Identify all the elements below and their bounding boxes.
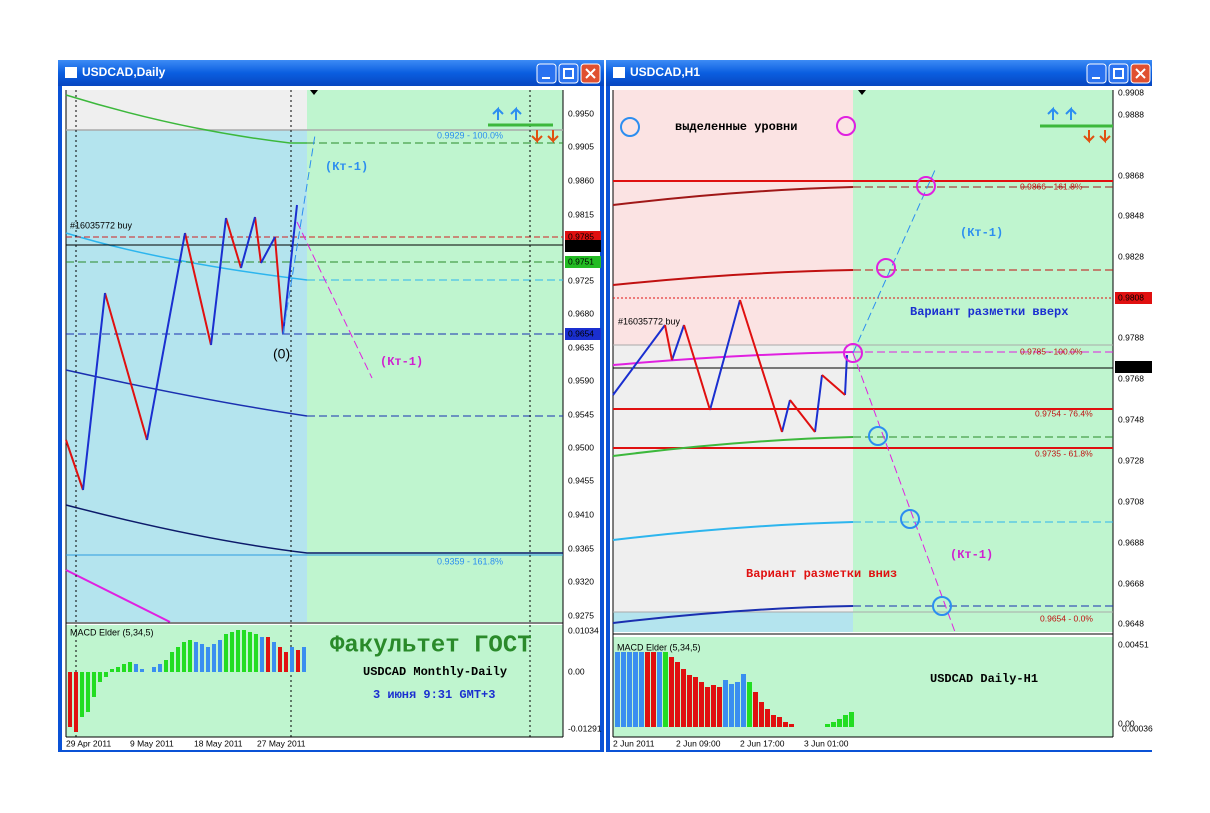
price-axis-label: 0.9888 xyxy=(1118,109,1144,119)
price-axis-label: 0.9410 xyxy=(568,509,594,519)
time-axis-label: 2 Jun 09:00 xyxy=(676,738,721,748)
price-axis-label: 0.9748 xyxy=(1118,414,1144,424)
kt-label: (Кт-1) xyxy=(325,160,368,174)
price-axis-label: 0.9768 xyxy=(1118,373,1144,383)
indicator-axis-label: -0.01291 xyxy=(568,723,602,733)
price-axis-label: 0.9680 xyxy=(568,308,594,318)
indicator-axis-label: 0.00 xyxy=(1118,718,1135,728)
price-axis-label: 0.9905 xyxy=(568,141,594,151)
zero-label: (0) xyxy=(273,346,290,362)
level-label: 0.9754 - 76.4% xyxy=(1035,408,1093,418)
time-axis-label: 27 May 2011 xyxy=(257,738,306,748)
price-axis-label: 0.9500 xyxy=(568,442,594,452)
price-axis-label: 0.9725 xyxy=(568,275,594,285)
price-axis-label: 0.9635 xyxy=(568,342,594,352)
price-tag: 0.9808 xyxy=(1118,292,1144,302)
annotation: Вариант разметки вниз xyxy=(746,567,897,581)
price-tag: 0.9654 xyxy=(568,328,594,338)
price-axis-label: 0.9828 xyxy=(1118,251,1144,261)
window-title: USDCAD,H1 xyxy=(630,65,700,79)
price-tag: 0.9774 xyxy=(1118,361,1144,371)
brand-label: Факультет ГОСТ xyxy=(330,632,532,659)
time-axis-label: 18 May 2011 xyxy=(194,738,243,748)
window-h1: USDCAD,H1 выделенные уровни 0.9866 - 161… xyxy=(606,60,1152,752)
time-axis-label: 2 Jun 2011 xyxy=(613,738,655,748)
window-daily: USDCAD,Daily #16035772 buy (0) (Кт-1) (К… xyxy=(58,60,604,752)
annotation: выделенные уровни xyxy=(675,120,797,134)
price-tag: 0.9774 xyxy=(568,240,594,250)
minimize-button[interactable] xyxy=(1086,63,1107,84)
level-label: 0.9359 - 161.8% xyxy=(437,556,503,566)
time-axis-label: 2 Jun 17:00 xyxy=(740,738,785,748)
price-axis-label: 0.9848 xyxy=(1118,210,1144,220)
time-axis-label: 3 Jun 01:00 xyxy=(804,738,849,748)
maximize-button[interactable] xyxy=(1108,63,1129,84)
order-label: #16035772 buy xyxy=(70,220,133,230)
subtitle-label: USDCAD Monthly-Daily xyxy=(363,665,507,679)
time-axis-label: 9 May 2011 xyxy=(130,738,174,748)
kt-label: (Кт-1) xyxy=(380,355,423,369)
price-axis-label: 0.9908 xyxy=(1118,87,1144,97)
window-buttons xyxy=(536,63,601,84)
macd-bars xyxy=(615,652,854,727)
price-tag: 0.9751 xyxy=(568,256,594,266)
level-label: 0.9929 - 100.0% xyxy=(437,130,503,140)
price-axis-label: 0.9868 xyxy=(1118,170,1144,180)
price-axis-label: 0.9545 xyxy=(568,409,594,419)
price-axis-label: 0.9728 xyxy=(1118,455,1144,465)
price-axis-label: 0.9365 xyxy=(568,543,594,553)
indicator-axis-label: 0.00451 xyxy=(1118,639,1149,649)
price-axis-label: 0.9708 xyxy=(1118,496,1144,506)
price-axis-label: 0.9275 xyxy=(568,610,594,620)
level-label: 0.9654 - 0.0% xyxy=(1040,613,1093,623)
price-axis-label: 0.9455 xyxy=(568,475,594,485)
window-title: USDCAD,Daily xyxy=(82,65,166,79)
price-axis-label: 0.9648 xyxy=(1118,618,1144,628)
timestamp-label: 3 июня 9:31 GMT+3 xyxy=(373,688,495,702)
level-label: 0.9735 - 61.8% xyxy=(1035,448,1093,458)
price-axis-label: 0.9320 xyxy=(568,576,594,586)
subtitle-label: USDCAD Daily-H1 xyxy=(930,672,1038,686)
indicator-axis-label: 0.01034 xyxy=(568,625,599,635)
level-label: 0.9866 - 161.8% xyxy=(1020,181,1083,191)
indicator-label: MACD Elder (5,34,5) xyxy=(70,627,154,637)
kt-label: (Кт-1) xyxy=(950,548,993,562)
level-label: 0.9785 - 100.0% xyxy=(1020,346,1083,356)
indicator-axis-label: 0.00 xyxy=(568,666,585,676)
time-axis-label: 29 Apr 2011 xyxy=(66,738,111,748)
price-axis-label: 0.9668 xyxy=(1118,578,1144,588)
price-axis-label: 0.9788 xyxy=(1118,332,1144,342)
price-axis-label: 0.9950 xyxy=(568,108,594,118)
price-tag: 0.9785 xyxy=(568,231,594,241)
window-buttons xyxy=(1086,63,1151,84)
price-axis-label: 0.9815 xyxy=(568,209,594,219)
price-axis-label: 0.9590 xyxy=(568,375,594,385)
macd-bars xyxy=(68,630,306,732)
kt-label: (Кт-1) xyxy=(960,226,1003,240)
minimize-button[interactable] xyxy=(536,63,557,84)
indicator-axis-label: 0.00036 xyxy=(1122,723,1153,733)
annotation: Вариант разметки вверх xyxy=(910,305,1068,319)
maximize-button[interactable] xyxy=(558,63,579,84)
price-axis-label: 0.9860 xyxy=(568,175,594,185)
indicator-label: MACD Elder (5,34,5) xyxy=(617,642,701,652)
price-axis-label: 0.9688 xyxy=(1118,537,1144,547)
order-label: #16035772 buy xyxy=(618,316,681,326)
